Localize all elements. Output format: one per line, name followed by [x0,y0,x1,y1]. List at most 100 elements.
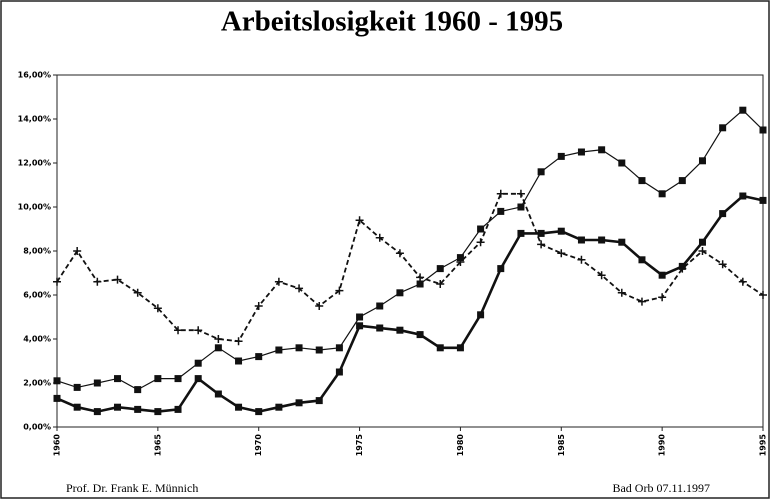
marker [254,302,263,310]
marker [719,210,727,218]
marker [255,353,263,361]
marker [335,286,344,295]
marker [315,302,324,310]
marker [416,273,425,282]
marker [477,225,485,233]
marker [537,168,545,176]
marker [557,152,565,160]
marker [638,256,646,264]
marker [174,326,183,335]
marker [658,293,667,302]
marker [335,344,343,352]
x-tick-label: 1985 [557,434,566,457]
x-tick-label: 1965 [153,434,162,457]
y-tick-label: 14,00% [18,115,51,124]
marker [517,229,525,237]
marker [557,227,565,235]
marker [275,403,283,411]
marker [537,229,545,237]
marker [557,249,566,258]
marker [274,277,283,286]
marker [174,405,182,413]
marker [375,233,384,242]
marker [678,177,686,185]
marker [295,344,303,352]
marker [577,148,585,156]
footer-right: Bad Orb 07.11.1997 [612,481,710,495]
marker [153,304,162,313]
marker [53,394,61,402]
y-tick-label: 0,00% [23,423,51,432]
marker [577,255,586,264]
x-tick-label: 1990 [658,434,667,457]
marker [356,322,364,330]
marker [698,247,707,255]
marker [598,236,606,244]
marker [376,324,384,332]
marker [395,249,404,258]
marker [618,159,626,167]
marker [658,190,666,198]
marker [255,408,263,416]
marker [194,326,203,335]
marker [698,157,706,165]
marker [477,311,485,319]
marker [73,403,81,411]
y-tick-label: 6,00% [23,291,51,300]
marker [739,192,747,200]
y-tick-label: 2,00% [23,379,51,388]
marker [154,408,162,416]
marker [436,344,444,352]
marker [496,189,505,198]
marker [739,106,747,114]
marker [456,258,465,266]
marker [113,275,122,284]
y-tick-label: 10,00% [18,203,51,212]
marker [497,265,505,273]
marker [93,277,102,286]
marker [618,238,626,246]
marker [517,203,525,211]
marker [658,271,666,279]
marker [235,403,243,411]
y-tick-label: 16,00% [18,71,51,80]
marker [759,126,767,134]
marker [114,403,122,411]
marker [235,357,243,365]
y-tick-label: 4,00% [23,335,51,344]
marker [114,375,122,383]
marker [154,375,162,383]
marker [436,280,445,288]
marker [637,297,646,306]
marker [174,375,182,383]
marker [234,337,243,346]
marker [719,124,727,132]
marker [214,335,223,343]
marker [214,390,222,398]
x-tick-label: 1970 [254,434,263,457]
chart-title: Arbeitslosigkeit 1960 - 1995 [221,6,563,38]
marker [416,280,424,288]
marker [617,288,626,297]
marker [275,346,283,354]
x-tick-label: 1980 [456,434,465,457]
x-tick-label: 1995 [759,434,768,457]
marker [93,408,101,416]
marker [698,238,706,246]
marker [134,405,142,413]
marker [476,238,485,247]
marker [194,375,202,383]
marker [376,302,384,310]
marker [295,399,303,407]
x-tick-label: 1960 [53,434,62,457]
marker [597,271,606,280]
marker [396,289,404,297]
marker [516,189,525,198]
marker [295,284,304,293]
marker [315,397,323,405]
marker [718,260,727,269]
footer-left: Prof. Dr. Frank E. Münnich [66,481,198,495]
x-tick-label: 1975 [355,434,364,457]
